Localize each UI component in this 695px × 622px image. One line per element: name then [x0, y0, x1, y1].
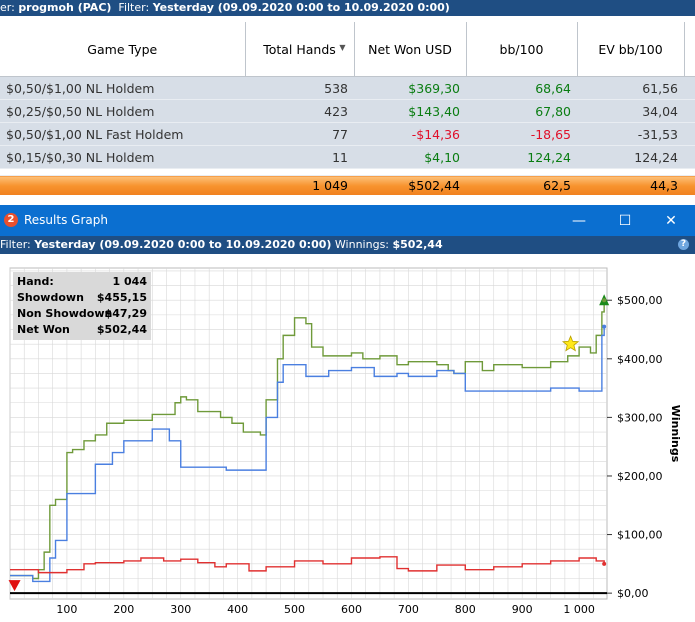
x-tick-label: 1 000 [563, 603, 595, 616]
cell-bb100: -18,65 [466, 122, 577, 146]
cell-net-won: -$14,36 [354, 122, 466, 146]
graph-filter-value: Yesterday (09.09.2020 0:00 to 10.09.2020… [34, 238, 332, 251]
cell-net-won: $4,10 [354, 145, 466, 169]
series-line-non_showdown [10, 556, 605, 574]
y-tick-label: $500,00 [617, 294, 663, 307]
star-icon [561, 335, 580, 352]
total-row: 1 049 $502,44 62,5 44,3 [0, 175, 695, 195]
filter-label: Filter: [118, 1, 153, 14]
series-end-dot-showdown [602, 298, 607, 303]
x-tick-label: 400 [227, 603, 248, 616]
app-icon: 2 [4, 213, 18, 227]
y-tick-label: $0,00 [617, 587, 649, 600]
cell-net-won: $369,30 [354, 76, 466, 100]
cell-bb100: 67,80 [466, 99, 577, 123]
x-tick-label: 300 [170, 603, 191, 616]
series-line-net_won [10, 326, 605, 583]
player-name: progmoh (PAC) [18, 1, 112, 14]
results-chart: 100 200 300 400 500 600 700 800 900 1 000 $0,00 $10… [0, 254, 695, 622]
total-net-won: $502,44 [354, 175, 466, 195]
graph-filter-label: Filter: [0, 238, 35, 251]
total-hands-label: Total Hands [263, 41, 336, 57]
sort-descending-icon: ▼ [339, 43, 346, 52]
cell-total-hands: 11 [245, 145, 354, 169]
total-hands: 1 049 [245, 175, 354, 195]
x-tick-label: 200 [113, 603, 134, 616]
cell-total-hands: 538 [245, 76, 354, 100]
y-tick-label: $300,00 [617, 411, 663, 424]
help-icon[interactable]: ? [678, 239, 689, 250]
table-row[interactable]: $0,50/$1,00 NL Holdem 538 $369,30 68,64 61,5… [0, 76, 695, 100]
y-tick-label: $100,00 [617, 529, 663, 542]
winnings-label: Winnings: [331, 238, 393, 251]
x-tick-label: 500 [284, 603, 305, 616]
cell-total-hands: 423 [245, 99, 354, 123]
graph-filter-bar: Filter: Yesterday (09.09.2020 0:00 to 10… [0, 236, 695, 254]
legend-row-hand: Hand: 1 044 [17, 275, 147, 288]
cell-ev-bb100: 61,56 [577, 76, 684, 100]
results-graph-window: 2 Results Graph — ☐ ✕ Filter: Yesterday … [0, 205, 695, 622]
cell-ev-bb100: 124,24 [577, 145, 684, 169]
table-row[interactable]: $0,25/$0,50 NL Holdem 423 $143,40 67,80 34,0… [0, 99, 695, 123]
cell-game-type: $0,50/$1,00 NL Holdem [0, 76, 245, 100]
winnings-value: $502,44 [392, 238, 443, 251]
minimize-button[interactable]: — [572, 213, 586, 229]
legend-row-non-showdown: Non Showdown $47,29 [17, 307, 147, 320]
top-filter-bar: er: progmoh (PAC) Filter: Yesterday (09.… [0, 0, 695, 16]
x-tick-label: 700 [398, 603, 419, 616]
x-tick-label: 100 [56, 603, 77, 616]
maximize-button[interactable]: ☐ [618, 213, 632, 229]
cell-ev-bb100: -31,53 [577, 122, 684, 146]
window-title: Results Graph [24, 213, 108, 227]
y-tick-label: $200,00 [617, 470, 663, 483]
cell-bb100: 124,24 [466, 145, 577, 169]
total-game [0, 175, 245, 195]
column-header-total-hands[interactable]: Total Hands ▼ [245, 22, 355, 77]
window-titlebar[interactable]: 2 Results Graph — ☐ ✕ [0, 205, 695, 236]
cell-filler [684, 145, 695, 169]
close-button[interactable]: ✕ [665, 213, 677, 229]
table-row[interactable]: $0,15/$0,30 NL Holdem 11 $4,10 124,24 124,24 [0, 145, 695, 169]
cell-net-won: $143,40 [354, 99, 466, 123]
results-table: Game Type Total Hands ▼ Net Won USD bb/10… [0, 22, 695, 195]
cell-game-type: $0,15/$0,30 NL Holdem [0, 145, 245, 169]
total-ev-bb100: 44,3 [577, 175, 684, 195]
cell-filler [684, 76, 695, 100]
total-filler [684, 175, 695, 195]
column-header-ev-bb100[interactable]: EV bb/100 [577, 22, 685, 77]
cell-bb100: 68,64 [466, 76, 577, 100]
low-marker-icon [8, 580, 21, 592]
series-line-showdown [10, 300, 605, 580]
cell-filler [684, 99, 695, 123]
legend-row-showdown: Showdown $455,15 [17, 291, 147, 304]
cell-game-type: $0,25/$0,50 NL Holdem [0, 99, 245, 123]
series-end-dot-non_showdown [602, 561, 607, 566]
total-bb100: 62,5 [466, 175, 577, 195]
cell-filler [684, 122, 695, 146]
series-end-dot-net_won [602, 324, 607, 329]
x-tick-label: 600 [341, 603, 362, 616]
table-separator [0, 168, 695, 176]
legend-row-net-won: Net Won $502,44 [17, 323, 147, 336]
cell-total-hands: 77 [245, 122, 354, 146]
chart-legend: Hand: 1 044 Showdown $455,15 Non Showdown $… [13, 272, 151, 340]
column-header-bb100[interactable]: bb/100 [466, 22, 578, 77]
table-row[interactable]: $0,50/$1,00 NL Fast Holdem 77 -$14,36 -18,6… [0, 122, 695, 146]
player-prefix: er: [0, 1, 19, 14]
x-tick-label: 800 [455, 603, 476, 616]
cell-game-type: $0,50/$1,00 NL Fast Holdem [0, 122, 245, 146]
filter-value: Yesterday (09.09.2020 0:00 to 10.09.2020… [152, 1, 450, 14]
column-header-game-type[interactable]: Game Type [0, 22, 246, 77]
y-axis-title: Winnings [669, 405, 682, 463]
cell-ev-bb100: 34,04 [577, 99, 684, 123]
x-tick-label: 900 [512, 603, 533, 616]
y-tick-label: $400,00 [617, 353, 663, 366]
column-header-net-won[interactable]: Net Won USD [354, 22, 467, 77]
column-header-filler [684, 22, 695, 77]
